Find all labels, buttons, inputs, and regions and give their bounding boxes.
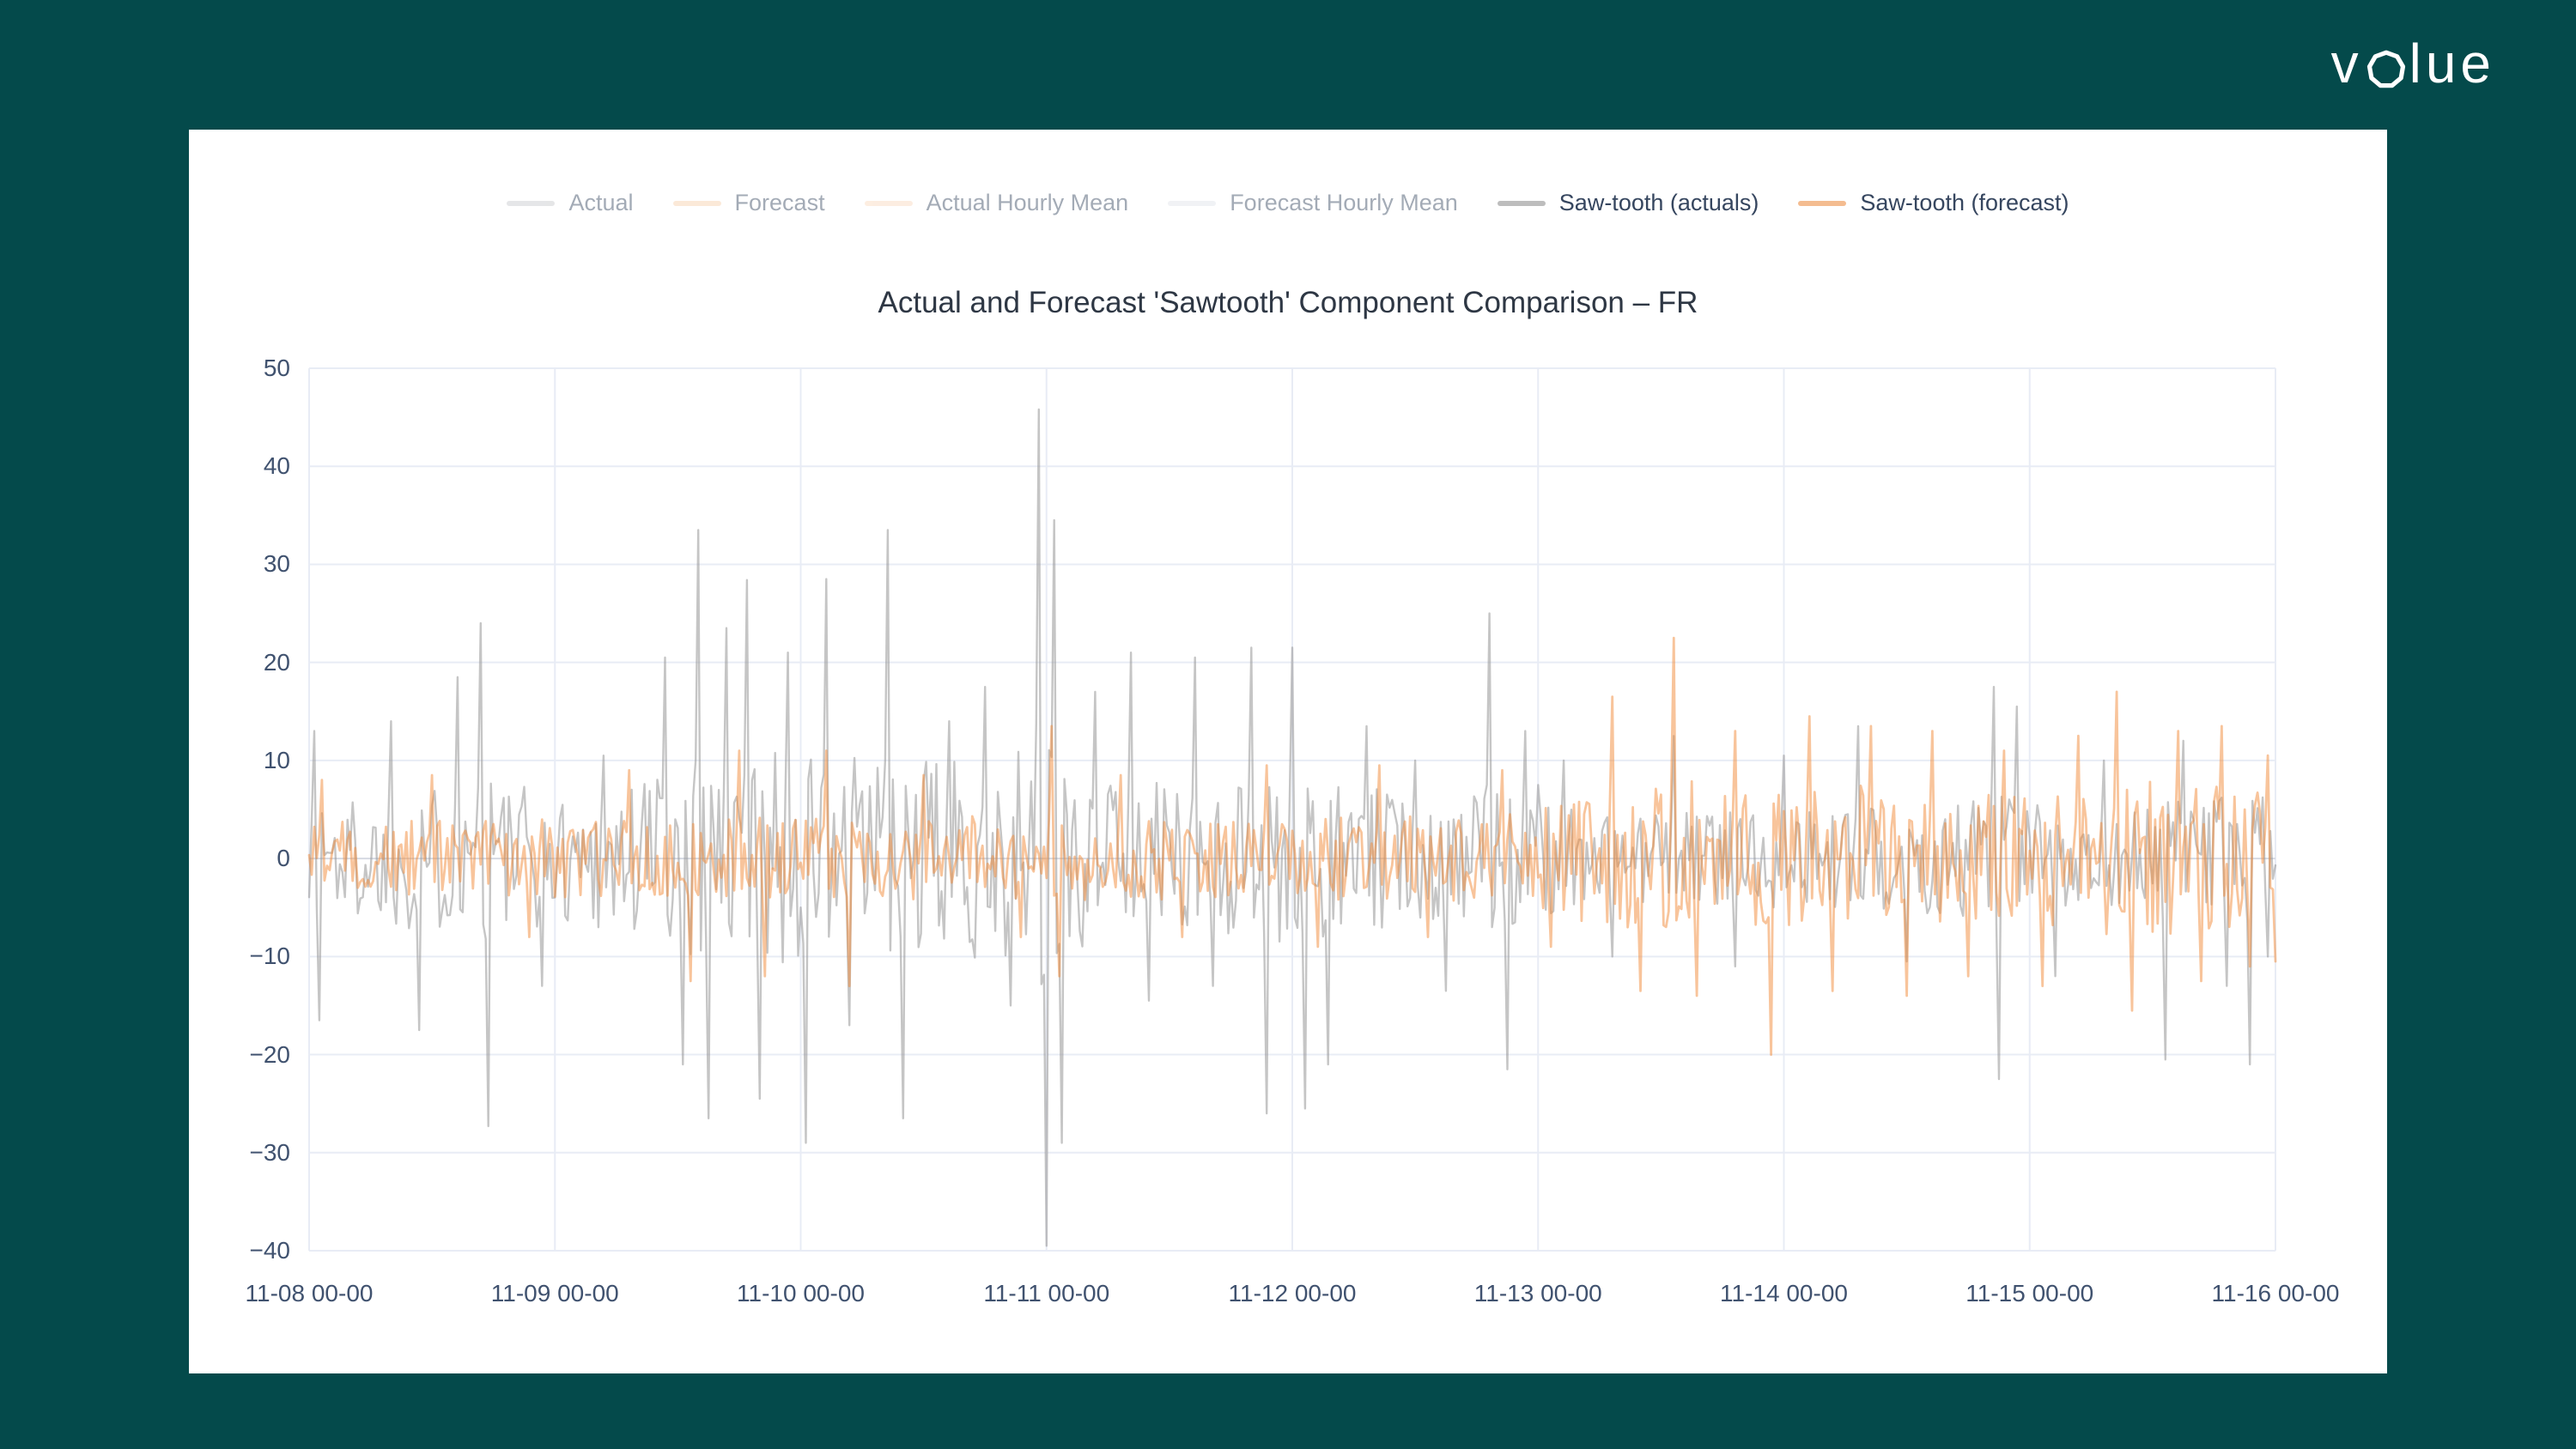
legend-item-forecast-hourly-mean[interactable]: Forecast Hourly Mean xyxy=(1168,190,1458,216)
legend-item-forecast[interactable]: Forecast xyxy=(672,190,825,216)
x-tick-label: 11-14 00-00 xyxy=(1720,1280,1848,1307)
x-tick-label: 11-11 00-00 xyxy=(983,1280,1110,1307)
x-tick-label: 11-08 00-00 xyxy=(245,1280,374,1307)
x-tick-label: 11-13 00-00 xyxy=(1473,1280,1602,1307)
chart-canvas[interactable] xyxy=(307,367,2277,1252)
y-tick-label: 30 xyxy=(263,550,290,578)
legend-label: Actual xyxy=(568,190,634,215)
logo-text-lue: lue xyxy=(2409,33,2495,94)
chart-title: Actual and Forecast 'Sawtooth' Component… xyxy=(878,286,1698,319)
series-saw-tooth-forecast- xyxy=(307,636,2277,1056)
legend-item-saw-tooth-actuals-[interactable]: Saw-tooth (actuals) xyxy=(1497,190,1759,216)
x-tick-label: 11-10 00-00 xyxy=(737,1280,865,1307)
legend-swatch xyxy=(1798,200,1847,206)
legend-label: Actual Hourly Mean xyxy=(926,190,1129,215)
y-tick-label: 20 xyxy=(263,648,290,676)
logo-text-v: v xyxy=(2330,33,2363,94)
legend-label: Saw-tooth (forecast) xyxy=(1860,190,2069,215)
volue-logo: v lue xyxy=(2331,31,2495,96)
y-tick-label: −30 xyxy=(249,1138,291,1166)
y-tick-label: 50 xyxy=(263,355,290,381)
legend-swatch xyxy=(1497,200,1546,206)
legend-label: Forecast xyxy=(734,190,825,215)
y-tick-label: −20 xyxy=(249,1040,291,1068)
legend-swatch xyxy=(864,200,913,206)
plot-area: 50 40 30 20 10 0 −10 −20 −30 −40 11-08 00-00 11-09… xyxy=(246,355,2340,1307)
legend-label: Forecast Hourly Mean xyxy=(1230,190,1458,215)
legend-item-saw-tooth-forecast-[interactable]: Saw-tooth (forecast) xyxy=(1798,190,2069,216)
y-tick-label: −40 xyxy=(249,1237,291,1264)
legend-swatch xyxy=(507,200,556,206)
y-tick-label: 0 xyxy=(276,845,290,872)
chart-card: Actual Forecast Actual Hourly Mean Forecast… xyxy=(189,130,2387,1373)
legend-item-actual[interactable]: Actual xyxy=(507,190,634,216)
logo-o-icon xyxy=(2366,50,2405,88)
legend-label: Saw-tooth (actuals) xyxy=(1558,190,1759,215)
x-tick-label: 11-12 00-00 xyxy=(1228,1280,1357,1307)
y-tick-label: 10 xyxy=(263,746,290,773)
chart-legend: Actual Forecast Actual Hourly Mean Forecast… xyxy=(189,190,2387,216)
legend-swatch xyxy=(672,200,721,206)
x-tick-label: 11-15 00-00 xyxy=(1965,1280,2094,1307)
x-tick-label: 11-16 00-00 xyxy=(2211,1280,2340,1307)
y-tick-label: 40 xyxy=(263,452,290,480)
x-tick-label: 11-09 00-00 xyxy=(490,1280,619,1307)
legend-item-actual-hourly-mean[interactable]: Actual Hourly Mean xyxy=(864,190,1129,216)
legend-swatch xyxy=(1168,200,1217,206)
y-tick-label: −10 xyxy=(249,943,291,970)
